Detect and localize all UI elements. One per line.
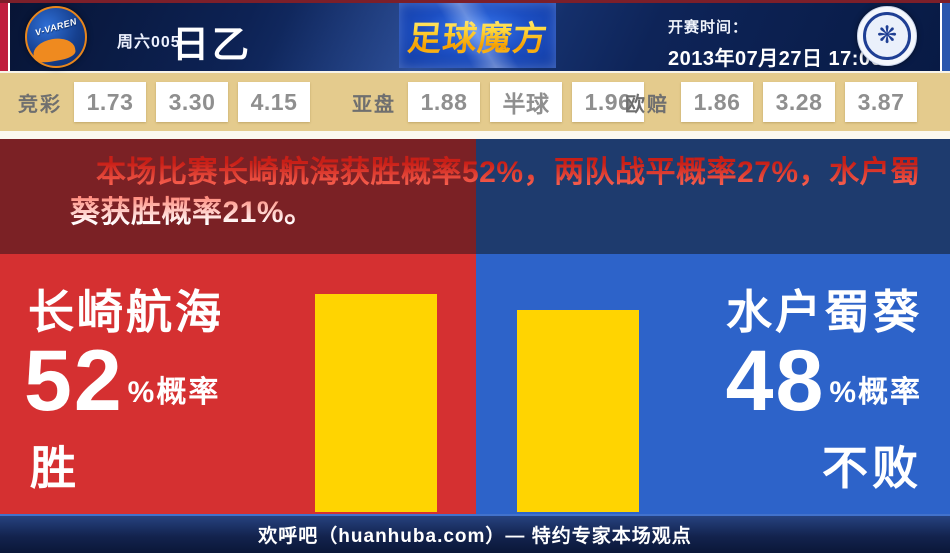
analysis-strip: 本场比赛长崎航海获胜概率52%，两队战平概率27%，水户蜀葵获胜概率21%。	[0, 139, 950, 254]
analysis-summary: 本场比赛长崎航海获胜概率52%，两队战平概率27%，水户蜀葵获胜概率21%。	[70, 153, 922, 233]
top-divider	[0, 0, 950, 3]
section-divider	[0, 131, 950, 139]
yapan-home-odds[interactable]: 1.88	[408, 82, 480, 122]
yapan-handicap[interactable]: 半球	[490, 82, 562, 122]
header-banner: V-VAREN 周六005 日乙 足球魔方 开赛时间： 2013年07月27日 …	[0, 0, 950, 73]
jingcai-label: 竞彩	[18, 93, 62, 116]
footer-bar: 欢呼吧（huanhuba.com）— 特约专家本场观点	[0, 514, 950, 553]
jingcai-away-odds[interactable]: 4.15	[238, 82, 310, 122]
home-probability: 52 %概率	[24, 333, 221, 429]
oupei-draw-odds[interactable]: 3.28	[763, 82, 835, 122]
home-team-name: 长崎航海	[28, 286, 224, 338]
kickoff-label: 开赛时间：	[668, 19, 749, 36]
home-probability-unit: %概率	[127, 376, 221, 410]
oupei-away-odds[interactable]: 3.87	[845, 82, 917, 122]
home-probability-bar	[315, 294, 437, 512]
away-team-name: 水户蜀葵	[726, 286, 922, 338]
analysis-bg-home	[0, 139, 476, 254]
yapan-label: 亚盘	[352, 93, 396, 116]
odds-group-oupei: 欧赔 1.86 3.28 3.87	[625, 73, 917, 131]
odds-bar: 竞彩 1.73 3.30 4.15 亚盘 1.88 半球 1.96 欧赔 1.8…	[0, 73, 950, 131]
away-team-logo: ❋	[857, 6, 917, 66]
analysis-bg-away	[476, 139, 950, 254]
away-team-emblem-icon: ❋	[863, 12, 911, 60]
away-probability: 48 %概率	[725, 333, 922, 429]
away-probability-bar	[517, 310, 639, 512]
home-team-logo: V-VAREN	[25, 6, 87, 68]
home-team-logo-text: V-VAREN	[33, 16, 79, 38]
jingcai-home-odds[interactable]: 1.73	[74, 82, 146, 122]
away-color-stripe	[940, 0, 950, 71]
yapan-away-odds[interactable]: 1.96	[572, 82, 644, 122]
footer-credit-text: 欢呼吧（huanhuba.com）— 特约专家本场观点	[258, 526, 692, 547]
home-outcome-label: 胜	[30, 442, 80, 494]
probability-panels: 长崎航海 52 %概率 胜 水户蜀葵 48 %概率 不败	[0, 254, 950, 514]
match-number-label: 周六005	[117, 34, 181, 51]
away-probability-value: 48	[725, 333, 826, 429]
odds-group-yapan: 亚盘 1.88 半球 1.96	[352, 73, 644, 131]
site-logo[interactable]: 足球魔方	[399, 3, 556, 68]
kickoff-block: 开赛时间： 2013年07月27日 17:00	[668, 16, 882, 71]
kickoff-time: 2013年07月27日 17:00	[668, 48, 883, 70]
league-name: 日乙	[172, 24, 252, 65]
jingcai-draw-odds[interactable]: 3.30	[156, 82, 228, 122]
odds-group-jingcai: 竞彩 1.73 3.30 4.15	[18, 73, 310, 131]
site-logo-text: 足球魔方	[405, 11, 550, 60]
away-outcome-label: 不败	[822, 442, 922, 494]
oupei-label: 欧赔	[625, 93, 669, 116]
home-color-stripe	[0, 0, 10, 71]
away-probability-unit: %概率	[829, 376, 922, 410]
home-probability-value: 52	[24, 333, 124, 429]
oupei-home-odds[interactable]: 1.86	[681, 82, 753, 122]
